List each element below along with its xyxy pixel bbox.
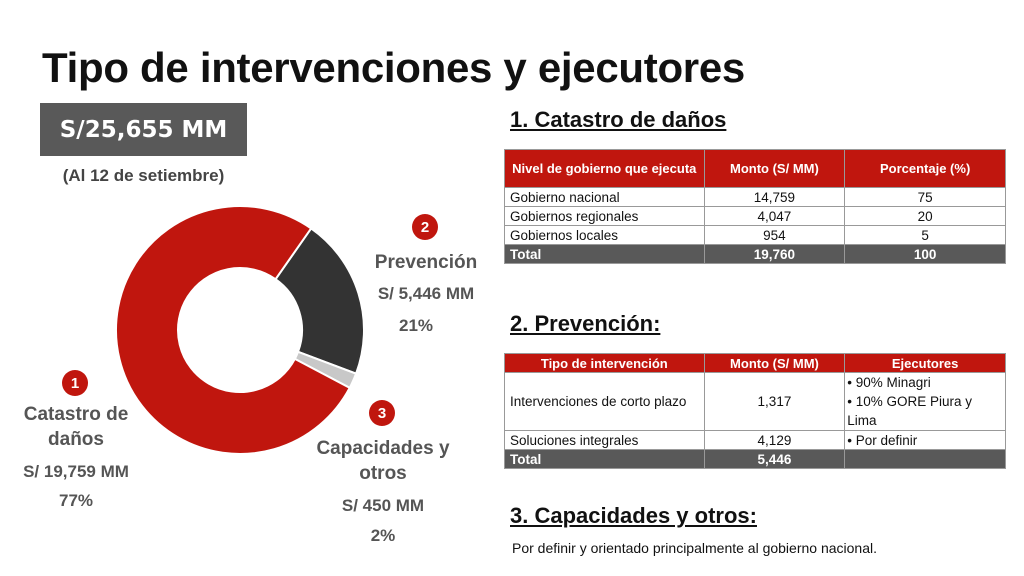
- section-heading-prevencion: 2. Prevención:: [510, 311, 661, 336]
- table-cell: 1,317: [703, 372, 846, 431]
- list-item: 10% GORE Piura y Lima: [847, 392, 1000, 430]
- slice-amount: S/ 19,759 MM: [23, 462, 129, 481]
- table-cell: Por definir: [844, 430, 1006, 450]
- table-cell: 5: [844, 225, 1006, 245]
- slice-label-catastro: Catastro de daños S/ 19,759 MM 77%: [0, 402, 152, 511]
- table-cell: Gobiernos regionales: [504, 206, 705, 226]
- table-cell: 20: [844, 206, 1006, 226]
- slice-number-badge: 3: [369, 400, 395, 426]
- table-row: Gobiernos locales 954 5: [504, 225, 1006, 245]
- ejecutores-list: 90% Minagri 10% GORE Piura y Lima: [847, 373, 1000, 430]
- table-cell: 954: [703, 225, 846, 245]
- slice-name: Capacidades y otros: [316, 438, 450, 484]
- table-row: Gobiernos regionales 4,047 20: [504, 206, 1006, 226]
- slice-number-badge: 2: [412, 214, 438, 240]
- as-of-date: (Al 12 de setiembre): [62, 166, 225, 185]
- table-cell: Gobierno nacional: [504, 187, 705, 207]
- column-header: Monto (S/ MM): [703, 149, 846, 188]
- slice-name: Prevención: [374, 252, 478, 273]
- column-header: Nivel de gobierno que ejecuta: [504, 149, 705, 188]
- table-row: Soluciones integrales 4,129 Por definir: [504, 430, 1006, 450]
- slice-label-prevencion: Prevención S/ 5,446 MM 21%: [360, 250, 492, 336]
- column-header: Porcentaje (%): [844, 149, 1006, 188]
- list-item: 90% Minagri: [847, 373, 1000, 392]
- table-cell: 90% Minagri 10% GORE Piura y Lima: [844, 372, 1006, 431]
- slice-percent: 77%: [58, 491, 94, 510]
- slice-percent: 21%: [398, 316, 434, 335]
- table-cell: Total: [504, 244, 705, 264]
- table-total-row: Total 19,760 100: [504, 244, 1006, 264]
- table-row: Gobierno nacional 14,759 75: [504, 187, 1006, 207]
- table-cell: Intervenciones de corto plazo: [504, 372, 705, 431]
- table-cell: 4,129: [703, 430, 846, 450]
- column-header: Tipo de intervención: [504, 353, 705, 373]
- table-cell: 75: [844, 187, 1006, 207]
- table-cell: 19,760: [703, 244, 846, 264]
- total-amount-box: S/25,655 MM: [40, 103, 247, 156]
- table-cell: Gobiernos locales: [504, 225, 705, 245]
- slice-name: Catastro de daños: [23, 404, 129, 450]
- table-row: Intervenciones de corto plazo 1,317 90% …: [504, 372, 1006, 431]
- list-item: Por definir: [847, 433, 1000, 448]
- ejecutores-list: Por definir: [847, 433, 1000, 448]
- table-cell: 14,759: [703, 187, 846, 207]
- table-cell: Total: [504, 449, 705, 469]
- table-prevencion: Tipo de intervención Monto (S/ MM) Ejecu…: [504, 353, 1006, 469]
- slice-percent: 2%: [370, 526, 396, 545]
- table-catastro: Nivel de gobierno que ejecuta Monto (S/ …: [504, 149, 1006, 264]
- donut-slice-2: [274, 227, 365, 375]
- section3-note: Por definir y orientado principalmente a…: [512, 540, 877, 556]
- column-header: Ejecutores: [844, 353, 1006, 373]
- table-total-row: Total 5,446: [504, 449, 1006, 469]
- donut-slice-1: [115, 205, 352, 455]
- table-cell: 5,446: [703, 449, 846, 469]
- table-cell: 100: [844, 244, 1006, 264]
- table-cell: Soluciones integrales: [504, 430, 705, 450]
- slice-number-badge: 1: [62, 370, 88, 396]
- page-title: Tipo de intervenciones y ejecutores: [42, 44, 745, 91]
- slice-label-capacidades: Capacidades y otros S/ 450 MM 2%: [300, 436, 466, 546]
- table-cell: 4,047: [703, 206, 846, 226]
- table-cell: [844, 449, 1006, 469]
- column-header: Monto (S/ MM): [703, 353, 846, 373]
- slice-amount: S/ 450 MM: [341, 496, 425, 515]
- slice-amount: S/ 5,446 MM: [377, 284, 475, 303]
- section-heading-capacidades: 3. Capacidades y otros:: [510, 503, 757, 528]
- section-heading-catastro: 1. Catastro de daños: [510, 107, 727, 132]
